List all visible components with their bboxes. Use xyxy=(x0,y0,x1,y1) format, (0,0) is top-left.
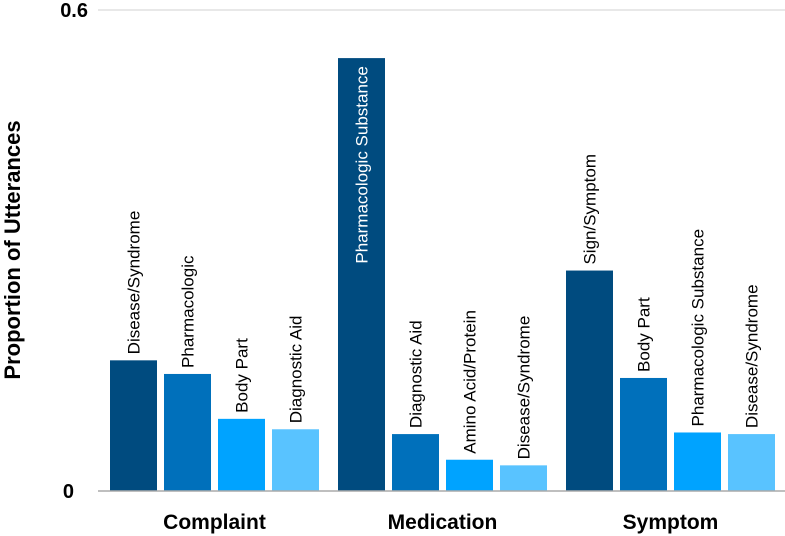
bar-symptom-3 xyxy=(728,434,775,491)
bar-medication-1 xyxy=(392,434,439,491)
bar-complaint-2 xyxy=(218,418,265,491)
bar-label-medication-0: Pharmacologic Substance xyxy=(353,66,372,264)
bar-complaint-3 xyxy=(272,429,319,491)
y-axis-title: Proportion of Utterances xyxy=(0,120,25,379)
x-category-label-medication: Medication xyxy=(388,511,498,534)
y-tick-label-bottom: 0 xyxy=(63,481,74,503)
bar-label-symptom-2: Pharmacologic Substance xyxy=(689,229,708,427)
bar-medication-3 xyxy=(500,465,547,491)
bars-layer: Disease/Syndrome Pharmacologic Body Part Di… xyxy=(110,58,775,491)
bar-symptom-1 xyxy=(620,377,667,491)
x-category-label-complaint: Complaint xyxy=(163,511,266,534)
bar-label-symptom-1: Body Part xyxy=(635,297,654,372)
bar-complaint-0 xyxy=(110,360,157,491)
x-category-label-symptom: Symptom xyxy=(623,511,719,534)
bar-medication-0 xyxy=(338,58,385,491)
bar-label-complaint-1: Pharmacologic xyxy=(179,255,198,368)
bar-label-medication-3: Disease/Syndrome xyxy=(515,316,534,460)
bar-label-symptom-0: Sign/Symptom xyxy=(581,154,600,265)
bar-label-complaint-0: Disease/Syndrome xyxy=(125,211,144,355)
bar-complaint-1 xyxy=(164,373,211,491)
bar-label-medication-2: Amino Acid/Protein xyxy=(461,310,480,454)
bar-medication-2 xyxy=(446,459,493,491)
y-tick-label-top: 0.6 xyxy=(60,0,88,22)
bar-label-complaint-3: Diagnostic Aid xyxy=(287,316,306,424)
bar-label-complaint-2: Body Part xyxy=(233,338,252,413)
bar-label-medication-1: Diagnostic Aid xyxy=(407,320,426,428)
bar-symptom-0 xyxy=(566,270,613,491)
bar-label-symptom-3: Disease/Syndrome xyxy=(743,284,762,428)
group-labels: Complaint Medication Symptom xyxy=(163,511,718,534)
bar-symptom-2 xyxy=(674,432,721,491)
